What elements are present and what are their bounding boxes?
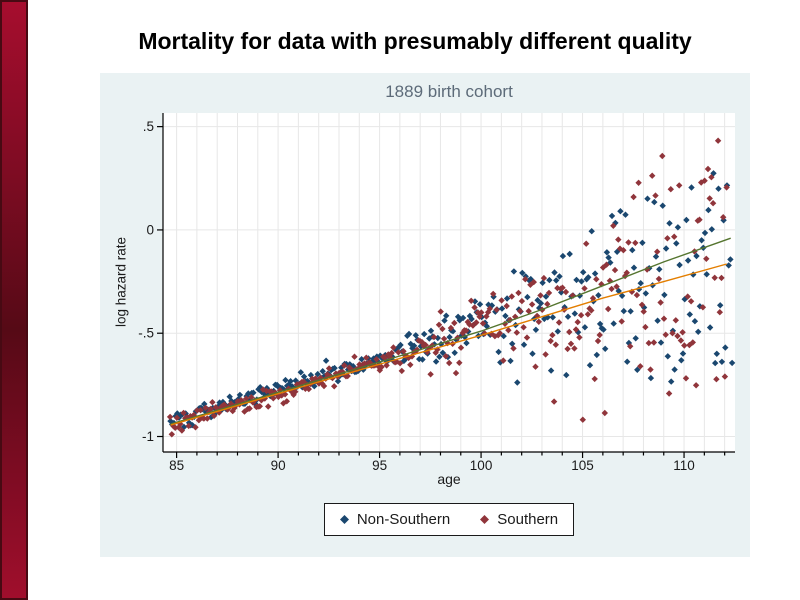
y-axis-label: log hazard rate <box>113 236 129 328</box>
svg-text:-1: -1 <box>142 429 154 444</box>
svg-text:95: 95 <box>372 458 387 473</box>
svg-text:105: 105 <box>571 458 594 473</box>
svg-text:0: 0 <box>146 222 154 237</box>
legend-label-southern: Southern <box>497 511 559 528</box>
chart-region: 85 90 95 100 105 110 .5 0 -.5 -1 1889 birth cohor… <box>100 73 750 557</box>
legend-item-non-southern: Non-Southern <box>339 511 451 528</box>
non-southern-diamond-icon <box>339 515 349 524</box>
x-axis-label: age <box>437 471 461 487</box>
svg-text:90: 90 <box>271 458 286 473</box>
svg-text:110: 110 <box>673 458 695 473</box>
legend: Non-Southern Southern <box>163 503 735 536</box>
legend-label-non-southern: Non-Southern <box>356 511 451 528</box>
plot-svg: 85 90 95 100 105 110 .5 0 -.5 -1 <box>138 113 736 473</box>
svg-text:85: 85 <box>169 458 184 473</box>
slide-title: Mortality for data with presumably diffe… <box>138 28 692 54</box>
southern-diamond-icon <box>480 515 490 524</box>
chart-title: 1889 birth cohort <box>385 82 513 101</box>
accent-bar <box>0 0 28 600</box>
legend-box: Non-Southern Southern <box>323 503 575 536</box>
svg-text:100: 100 <box>470 458 493 473</box>
svg-text:.5: .5 <box>143 119 154 134</box>
svg-text:-.5: -.5 <box>138 326 154 341</box>
legend-item-southern: Southern <box>480 511 558 528</box>
